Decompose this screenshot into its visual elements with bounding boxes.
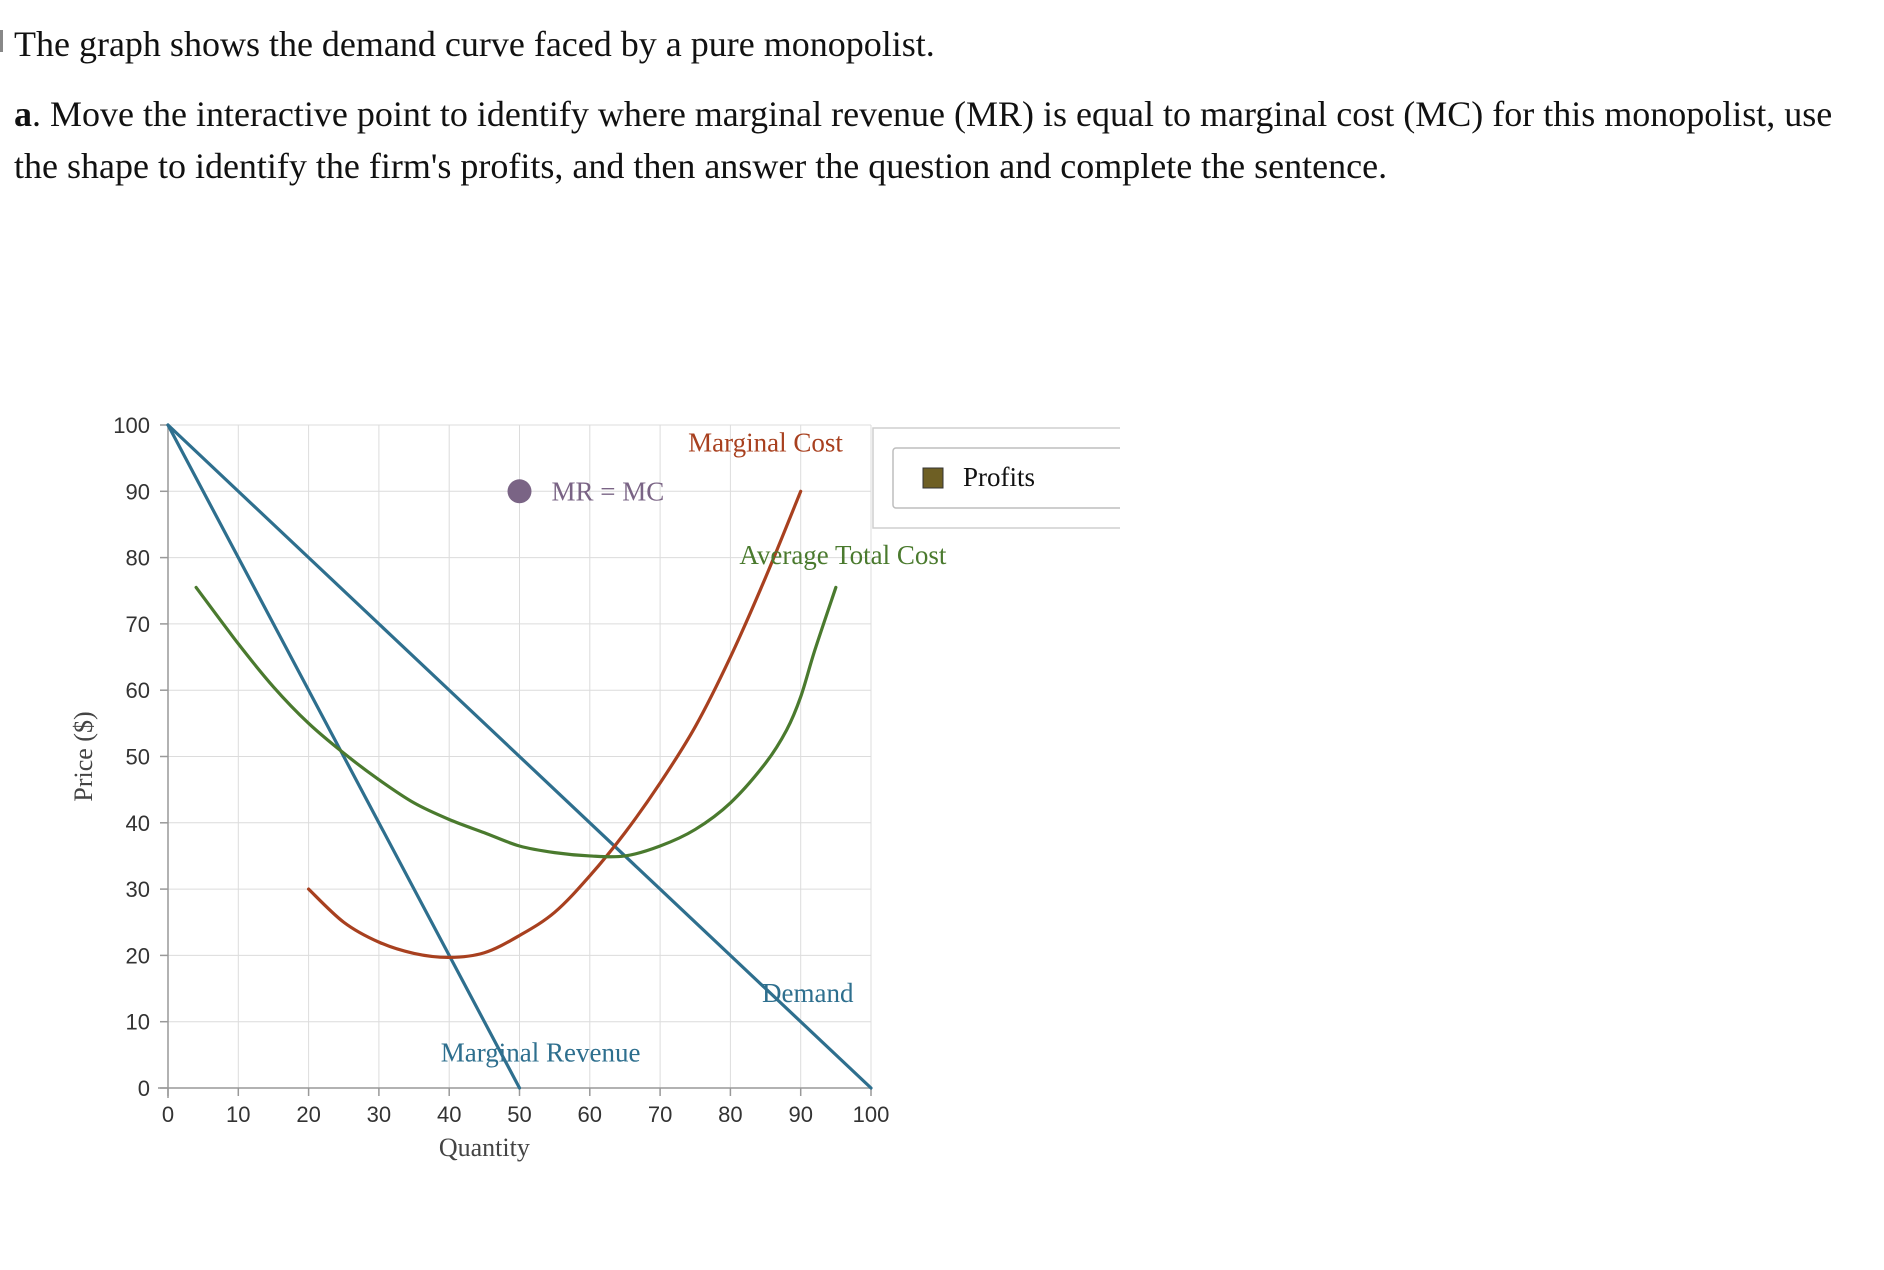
mr-mc-point-label: MR = MC [552,476,665,506]
x-tick-label: 100 [853,1102,890,1127]
x-tick-label: 70 [648,1102,672,1127]
x-tick-label: 50 [507,1102,531,1127]
y-tick-label: 90 [126,479,150,504]
y-tick-label: 60 [126,678,150,703]
x-axis-title: Quantity [439,1133,530,1162]
x-tick-label: 80 [718,1102,742,1127]
marginal-cost-label: Marginal Cost [688,428,843,458]
curve-labels: Marginal Cost Average Total Cost Demand Mar… [441,428,947,1068]
prompt-instruction: a. Move the interactive point to identif… [14,88,1864,192]
part-label: a [14,94,32,134]
mr-mc-point-dot[interactable] [507,479,532,504]
marginal-revenue-label: Marginal Revenue [441,1037,641,1067]
axes [158,425,871,1098]
monopoly-graph: 0 10 20 30 40 50 60 70 80 90 100 0 10 20 30 40 50 60 70 80… [69,413,1120,1162]
prompt-intro: The graph shows the demand curve faced b… [14,24,935,64]
y-tick-label: 0 [138,1076,150,1101]
demand-curve [166,423,873,1090]
x-tick-label: 10 [226,1102,250,1127]
y-tick-labels: 0 10 20 30 40 50 60 70 80 90 100 [113,413,168,1101]
x-tick-labels: 0 10 20 30 40 50 60 70 80 90 100 [162,1088,889,1127]
y-tick-label: 30 [126,877,150,902]
y-axis-title: Price ($) [69,711,98,801]
marginal-revenue-curve [166,423,522,1090]
x-tick-label: 30 [367,1102,391,1127]
x-tick-label: 60 [578,1102,602,1127]
curves [166,423,873,1090]
profits-legend: Profits [872,427,1120,529]
y-tick-label: 50 [126,745,150,770]
y-tick-label: 40 [126,811,150,836]
x-tick-label: 0 [162,1102,174,1127]
y-tick-label: 70 [126,612,150,637]
part-text: . Move the interactive point to identify… [14,94,1833,186]
marginal-cost-curve [307,489,803,959]
x-tick-label: 90 [788,1102,812,1127]
x-tick-label: 40 [437,1102,461,1127]
profits-swatch-icon[interactable] [922,467,944,489]
left-margin-marker [0,30,3,52]
mr-mc-point[interactable]: MR = MC [507,476,665,506]
average-total-cost-curve [194,585,838,859]
y-tick-label: 10 [126,1010,150,1035]
y-tick-label: 80 [126,546,150,571]
x-tick-label: 20 [296,1102,320,1127]
question-prompt: The graph shows the demand curve faced b… [14,18,1864,192]
profits-shape-tool[interactable] [892,447,1120,509]
y-tick-label: 20 [126,943,150,968]
profits-legend-label: Profits [963,462,1035,492]
demand-label: Demand [762,978,854,1008]
y-tick-label: 100 [113,413,150,438]
average-total-cost-label: Average Total Cost [739,540,947,570]
